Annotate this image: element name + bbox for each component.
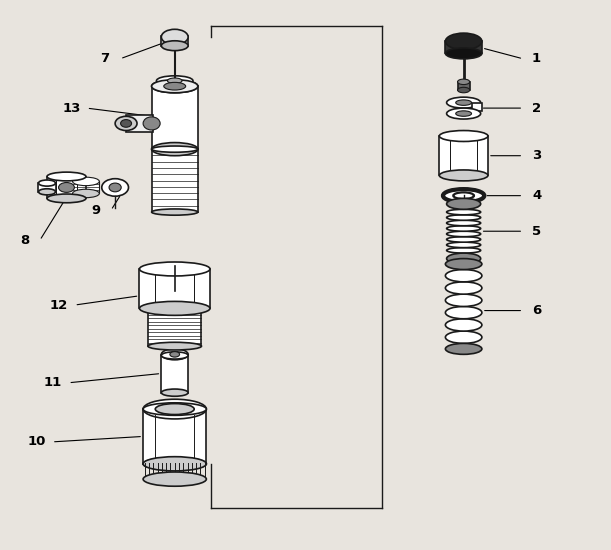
Ellipse shape xyxy=(445,331,482,343)
Bar xyxy=(47,177,86,199)
Ellipse shape xyxy=(445,48,482,59)
Text: 3: 3 xyxy=(532,149,541,162)
Ellipse shape xyxy=(458,87,470,93)
Text: 8: 8 xyxy=(20,234,29,247)
Ellipse shape xyxy=(73,189,100,197)
Ellipse shape xyxy=(143,472,207,486)
Ellipse shape xyxy=(447,97,481,108)
Ellipse shape xyxy=(152,142,198,156)
Ellipse shape xyxy=(152,80,198,93)
Ellipse shape xyxy=(445,319,482,331)
Bar xyxy=(143,409,207,464)
Ellipse shape xyxy=(161,389,188,396)
Ellipse shape xyxy=(447,231,481,236)
Bar xyxy=(439,136,488,175)
Ellipse shape xyxy=(115,116,137,130)
Text: 7: 7 xyxy=(100,52,109,65)
Bar xyxy=(445,41,482,53)
Ellipse shape xyxy=(148,304,202,312)
Ellipse shape xyxy=(164,82,186,90)
Ellipse shape xyxy=(139,301,210,315)
Text: 12: 12 xyxy=(50,299,68,312)
Ellipse shape xyxy=(445,270,482,282)
Text: 2: 2 xyxy=(532,102,541,114)
Ellipse shape xyxy=(143,456,207,471)
Ellipse shape xyxy=(439,170,488,181)
Text: 10: 10 xyxy=(27,436,46,448)
Bar xyxy=(458,82,470,90)
Ellipse shape xyxy=(447,226,481,231)
Ellipse shape xyxy=(452,130,476,141)
Ellipse shape xyxy=(447,108,481,119)
Ellipse shape xyxy=(447,210,481,215)
Ellipse shape xyxy=(447,253,481,264)
Bar xyxy=(126,115,153,131)
Ellipse shape xyxy=(38,180,56,186)
Ellipse shape xyxy=(152,209,198,215)
Ellipse shape xyxy=(155,263,194,274)
Ellipse shape xyxy=(447,248,481,253)
Text: 6: 6 xyxy=(532,304,541,317)
Ellipse shape xyxy=(458,79,470,85)
Ellipse shape xyxy=(456,111,472,116)
Ellipse shape xyxy=(443,189,485,202)
Bar xyxy=(161,355,188,393)
Ellipse shape xyxy=(38,189,56,195)
Ellipse shape xyxy=(445,306,482,319)
Ellipse shape xyxy=(445,33,482,50)
Text: 9: 9 xyxy=(91,204,100,217)
Ellipse shape xyxy=(152,146,198,152)
Ellipse shape xyxy=(447,199,481,210)
Ellipse shape xyxy=(102,179,128,196)
Text: 13: 13 xyxy=(62,102,81,114)
Bar xyxy=(472,103,483,112)
Ellipse shape xyxy=(453,192,474,199)
Ellipse shape xyxy=(167,78,182,84)
Bar xyxy=(152,149,198,212)
Bar xyxy=(152,86,198,149)
Ellipse shape xyxy=(47,194,86,203)
Bar xyxy=(38,183,56,192)
Bar xyxy=(161,36,188,46)
Bar xyxy=(139,269,210,309)
Ellipse shape xyxy=(439,130,488,141)
Ellipse shape xyxy=(139,262,210,276)
Ellipse shape xyxy=(445,258,482,270)
Text: 1: 1 xyxy=(532,52,541,65)
Text: 5: 5 xyxy=(532,225,541,238)
Bar xyxy=(148,308,202,346)
Ellipse shape xyxy=(73,177,100,186)
Ellipse shape xyxy=(170,351,180,357)
Ellipse shape xyxy=(447,236,481,242)
Ellipse shape xyxy=(447,215,481,221)
Ellipse shape xyxy=(152,80,198,93)
Ellipse shape xyxy=(148,342,202,350)
Ellipse shape xyxy=(120,119,131,127)
Bar xyxy=(73,182,100,194)
Ellipse shape xyxy=(445,294,482,306)
Ellipse shape xyxy=(156,76,193,86)
Ellipse shape xyxy=(161,29,188,45)
Ellipse shape xyxy=(447,221,481,225)
Ellipse shape xyxy=(155,404,194,415)
Text: 4: 4 xyxy=(532,189,541,202)
Ellipse shape xyxy=(445,282,482,294)
Ellipse shape xyxy=(161,352,188,359)
Ellipse shape xyxy=(161,349,188,360)
Ellipse shape xyxy=(456,100,472,106)
Ellipse shape xyxy=(445,343,482,354)
Ellipse shape xyxy=(143,458,207,470)
Ellipse shape xyxy=(109,183,121,192)
Ellipse shape xyxy=(143,403,207,415)
Text: 11: 11 xyxy=(44,376,62,389)
Ellipse shape xyxy=(47,172,86,181)
Ellipse shape xyxy=(143,117,160,130)
Ellipse shape xyxy=(447,242,481,248)
Ellipse shape xyxy=(161,41,188,51)
Ellipse shape xyxy=(59,183,75,192)
Ellipse shape xyxy=(143,399,207,419)
